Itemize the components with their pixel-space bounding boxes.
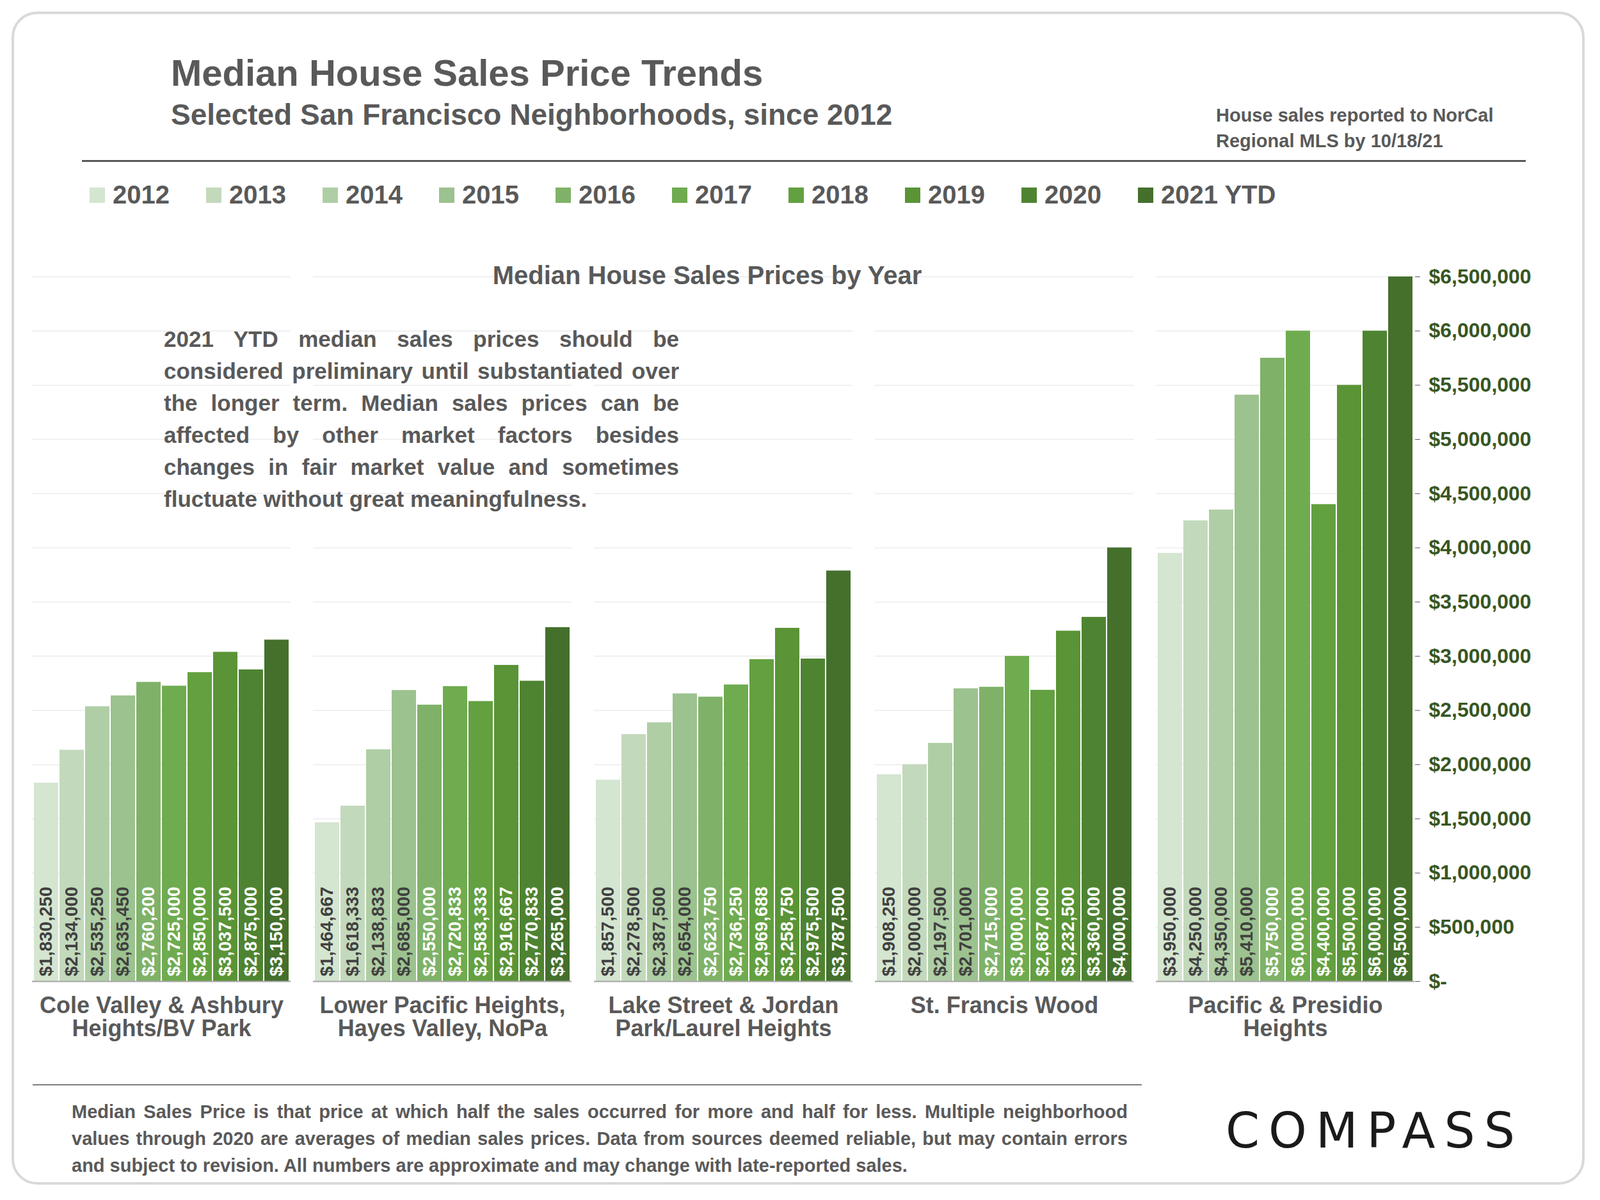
svg-text:Lower Pacific Heights,Hayes Va: Lower Pacific Heights,Hayes Valley, NoPa bbox=[319, 992, 566, 1042]
html-text:2015: 2015 bbox=[462, 180, 520, 209]
svg-text:$500,000: $500,000 bbox=[1429, 915, 1515, 939]
svg-text:$2,715,000: $2,715,000 bbox=[981, 886, 1001, 976]
svg-text:$2,623,750: $2,623,750 bbox=[700, 886, 720, 976]
svg-text:$6,000,000: $6,000,000 bbox=[1364, 886, 1385, 976]
svg-text:$1,464,667: $1,464,667 bbox=[316, 886, 337, 976]
svg-text:$4,000,000: $4,000,000 bbox=[1429, 535, 1532, 559]
svg-text:$4,000,000: $4,000,000 bbox=[1109, 886, 1129, 976]
html-text:Selected San Francisco Neighbo: Selected San Francisco Neighborhoods, si… bbox=[170, 97, 893, 132]
html-text:2013: 2013 bbox=[229, 180, 287, 209]
svg-text:Cole Valley & AshburyHeights/B: Cole Valley & AshburyHeights/BV Park bbox=[39, 992, 284, 1042]
svg-text:$3,000,000: $3,000,000 bbox=[1429, 644, 1532, 668]
svg-text:$2,736,250: $2,736,250 bbox=[725, 886, 746, 976]
svg-text:$3,500,000: $3,500,000 bbox=[1429, 590, 1532, 614]
html-text:2019: 2019 bbox=[928, 180, 985, 209]
svg-text:$2,550,000: $2,550,000 bbox=[419, 886, 440, 976]
svg-text:$5,000,000: $5,000,000 bbox=[1429, 427, 1532, 451]
html-text:2014: 2014 bbox=[345, 180, 403, 209]
html-text:2021 YTD median sales prices s: 2021 YTD median sales prices should be c… bbox=[163, 326, 680, 512]
svg-text:$2,138,833: $2,138,833 bbox=[368, 886, 388, 976]
svg-text:$3,265,000: $3,265,000 bbox=[547, 886, 568, 976]
html-text:2012: 2012 bbox=[112, 180, 170, 209]
svg-text:Pacific & PresidioHeights: Pacific & PresidioHeights bbox=[1187, 992, 1383, 1042]
svg-text:$2,583,333: $2,583,333 bbox=[470, 886, 491, 976]
svg-text:$2,916,667: $2,916,667 bbox=[496, 886, 516, 976]
svg-text:$2,134,000: $2,134,000 bbox=[61, 886, 82, 976]
html-text:2020: 2020 bbox=[1044, 180, 1102, 209]
svg-text:$3,037,500: $3,037,500 bbox=[215, 886, 235, 976]
svg-text:$1,908,250: $1,908,250 bbox=[878, 886, 899, 976]
svg-text:$2,500,000: $2,500,000 bbox=[1429, 698, 1532, 722]
svg-text:Lake Street & JordanPark/Laure: Lake Street & JordanPark/Laurel Heights bbox=[608, 992, 839, 1042]
svg-text:$3,232,500: $3,232,500 bbox=[1057, 886, 1078, 976]
svg-text:$4,350,000: $4,350,000 bbox=[1210, 886, 1231, 976]
html-text:2021 YTD: 2021 YTD bbox=[1160, 180, 1276, 209]
svg-text:$2,535,250: $2,535,250 bbox=[87, 886, 107, 976]
svg-text:$2,654,000: $2,654,000 bbox=[674, 886, 695, 976]
svg-text:$6,500,000: $6,500,000 bbox=[1429, 264, 1532, 288]
svg-text:$2,278,500: $2,278,500 bbox=[623, 886, 644, 976]
svg-text:$1,830,250: $1,830,250 bbox=[35, 886, 56, 976]
html-text:2016: 2016 bbox=[578, 180, 636, 209]
svg-text:$3,360,000: $3,360,000 bbox=[1083, 886, 1104, 976]
svg-text:$2,850,000: $2,850,000 bbox=[189, 886, 210, 976]
svg-text:$1,500,000: $1,500,000 bbox=[1429, 807, 1532, 831]
svg-text:$2,197,500: $2,197,500 bbox=[929, 886, 950, 976]
svg-text:$3,000,000: $3,000,000 bbox=[1006, 886, 1027, 976]
svg-text:$5,500,000: $5,500,000 bbox=[1338, 886, 1359, 976]
svg-text:$2,875,000: $2,875,000 bbox=[240, 886, 261, 976]
svg-text:$1,000,000: $1,000,000 bbox=[1429, 860, 1532, 884]
svg-text:$4,500,000: $4,500,000 bbox=[1429, 481, 1532, 505]
svg-text:$6,500,000: $6,500,000 bbox=[1390, 886, 1410, 976]
svg-text:$4,250,000: $4,250,000 bbox=[1185, 886, 1206, 976]
svg-text:$6,000,000: $6,000,000 bbox=[1429, 318, 1532, 342]
html-text:2017: 2017 bbox=[695, 180, 752, 209]
svg-text:$2,687,000: $2,687,000 bbox=[1032, 886, 1053, 976]
svg-text:$3,258,750: $3,258,750 bbox=[776, 886, 797, 976]
html-text:2018: 2018 bbox=[811, 180, 869, 209]
svg-text:$6,000,000: $6,000,000 bbox=[1287, 886, 1308, 976]
svg-text:$5,750,000: $5,750,000 bbox=[1262, 886, 1282, 976]
html-text:COMPASS: COMPASS bbox=[1225, 1102, 1524, 1160]
svg-text:$2,975,500: $2,975,500 bbox=[802, 886, 823, 976]
svg-text:$2,770,833: $2,770,833 bbox=[521, 886, 542, 976]
svg-text:$2,387,500: $2,387,500 bbox=[648, 886, 669, 976]
svg-text:$2,720,833: $2,720,833 bbox=[444, 886, 465, 976]
svg-text:$5,500,000: $5,500,000 bbox=[1429, 373, 1532, 397]
svg-text:$4,400,000: $4,400,000 bbox=[1313, 886, 1334, 976]
html-text:House sales reported to NorCal: House sales reported to NorCal Regional … bbox=[1216, 104, 1494, 152]
svg-text:$3,787,500: $3,787,500 bbox=[828, 886, 848, 976]
svg-text:$1,857,500: $1,857,500 bbox=[597, 886, 618, 976]
svg-text:$2,760,200: $2,760,200 bbox=[138, 886, 159, 976]
svg-text:$2,969,688: $2,969,688 bbox=[751, 886, 772, 976]
svg-text:$3,950,000: $3,950,000 bbox=[1159, 886, 1180, 976]
svg-text:$2,701,000: $2,701,000 bbox=[955, 886, 976, 976]
svg-text:$2,725,000: $2,725,000 bbox=[163, 886, 184, 976]
html-text:Median Sales Price is that pri: Median Sales Price is that price at whic… bbox=[71, 1101, 1128, 1176]
svg-text:$1,618,333: $1,618,333 bbox=[342, 886, 363, 976]
svg-text:St. Francis Wood: St. Francis Wood bbox=[910, 992, 1099, 1019]
svg-text:$3,150,000: $3,150,000 bbox=[266, 886, 287, 976]
svg-text:$2,635,450: $2,635,450 bbox=[112, 886, 133, 976]
svg-text:$5,410,000: $5,410,000 bbox=[1236, 886, 1257, 976]
html-text:Median House Sales Price Trend: Median House Sales Price Trends bbox=[170, 51, 763, 94]
svg-text:$-: $- bbox=[1429, 969, 1448, 993]
html-text:Median House Sales Prices by Y: Median House Sales Prices by Year bbox=[492, 261, 922, 290]
svg-text:$2,685,000: $2,685,000 bbox=[393, 886, 414, 976]
svg-text:$2,000,000: $2,000,000 bbox=[904, 886, 925, 976]
svg-text:$2,000,000: $2,000,000 bbox=[1429, 752, 1532, 776]
